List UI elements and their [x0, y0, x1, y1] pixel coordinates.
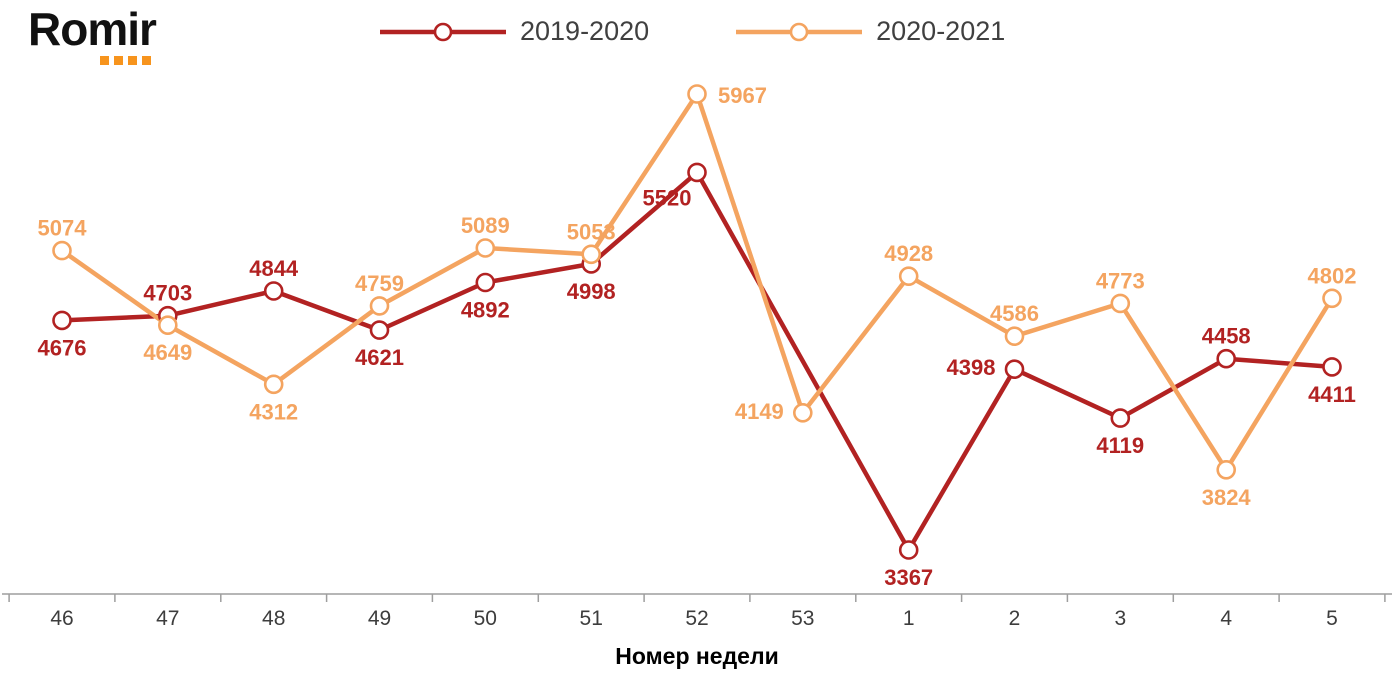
data-label: 5520	[643, 185, 692, 210]
data-label: 4998	[567, 279, 616, 304]
data-point	[898, 540, 919, 560]
logo-dot	[142, 56, 151, 65]
x-axis-label: 1	[903, 607, 915, 630]
legend-circle	[789, 22, 809, 41]
data-point	[52, 240, 72, 261]
data-label: 4621	[355, 345, 404, 370]
data-point	[1216, 348, 1236, 369]
data-point	[369, 320, 390, 340]
data-point	[475, 238, 496, 258]
data-label: 4703	[143, 281, 192, 306]
legend-item-2019-2020: 2019-2020	[378, 16, 649, 47]
legend-marker-icon	[380, 22, 506, 41]
data-label: 4119	[1096, 433, 1144, 458]
data-point	[263, 374, 284, 395]
x-axis-label: 4	[1220, 607, 1232, 630]
data-label: 4312	[249, 399, 298, 424]
data-point	[52, 310, 72, 331]
x-axis-label: 3	[1114, 607, 1126, 630]
data-label: 4649	[143, 340, 192, 365]
data-label: 4586	[990, 301, 1039, 326]
legend-marker-icon	[736, 22, 863, 41]
romir-logo: Romir	[28, 3, 157, 65]
legend-item-2020-2021: 2020-2021	[734, 16, 1005, 47]
x-axis-label: 48	[262, 607, 285, 630]
x-axis-label: 49	[368, 607, 391, 630]
logo-dot	[128, 56, 137, 65]
data-label: 4928	[884, 241, 933, 266]
data-label: 5074	[38, 216, 88, 241]
data-point	[158, 315, 178, 335]
data-label: 4802	[1308, 263, 1357, 288]
data-point	[687, 162, 707, 183]
x-axis-label: 46	[50, 607, 73, 630]
romir-logo-text: Romir	[28, 3, 157, 55]
data-label: 4411	[1308, 382, 1356, 407]
data-label: 4398	[947, 355, 996, 380]
data-label: 5053	[567, 219, 616, 244]
data-point	[1110, 293, 1131, 314]
data-label: 4759	[355, 271, 404, 296]
data-point	[1004, 326, 1025, 347]
data-point	[1004, 359, 1025, 380]
x-axis-label: 5	[1326, 607, 1338, 630]
data-point	[475, 272, 496, 293]
x-axis-label: 50	[474, 607, 497, 630]
data-point	[792, 402, 813, 423]
chart-header: Romir 2019-2020 2020-2021	[0, 0, 1394, 72]
data-label: 3367	[884, 565, 933, 590]
x-axis-label: 52	[685, 607, 708, 630]
logo-dot	[100, 56, 109, 65]
logo-dot	[114, 56, 123, 65]
data-label: 4149	[735, 399, 784, 424]
legend-circle	[433, 22, 453, 41]
data-label: 5089	[461, 213, 510, 238]
data-label: 4676	[38, 335, 87, 360]
x-axis-title: Номер недели	[615, 643, 779, 669]
data-label: 3824	[1202, 485, 1252, 510]
data-label: 4892	[461, 298, 510, 323]
x-axis-label: 2	[1009, 607, 1021, 630]
legend-label: 2020-2021	[876, 16, 1006, 46]
data-point	[687, 84, 707, 104]
x-axis-label: 53	[791, 607, 814, 630]
data-label: 4773	[1096, 268, 1145, 293]
data-point	[581, 244, 602, 265]
data-point	[369, 296, 390, 316]
data-point	[898, 266, 919, 286]
data-label: 5967	[718, 83, 767, 108]
line-chart: 46 47 48 49 50 51 52 53 1 2 3 4 5 4676 4703 4844 4621 489…	[2, 83, 1392, 630]
romir-logo-dots-icon	[100, 56, 156, 65]
chart-legend: 2019-2020 2020-2021	[378, 16, 1005, 47]
data-point	[1322, 357, 1342, 377]
data-point	[263, 281, 284, 301]
data-point	[1110, 408, 1131, 428]
data-point	[1322, 288, 1342, 309]
data-label: 4458	[1202, 324, 1251, 349]
data-point	[1216, 459, 1236, 480]
legend-label: 2019-2020	[520, 16, 650, 46]
x-axis-label: 47	[156, 607, 179, 630]
x-axis-label: 51	[580, 607, 603, 630]
data-label: 4844	[249, 256, 299, 281]
series-line-2019-2020	[59, 170, 1335, 553]
